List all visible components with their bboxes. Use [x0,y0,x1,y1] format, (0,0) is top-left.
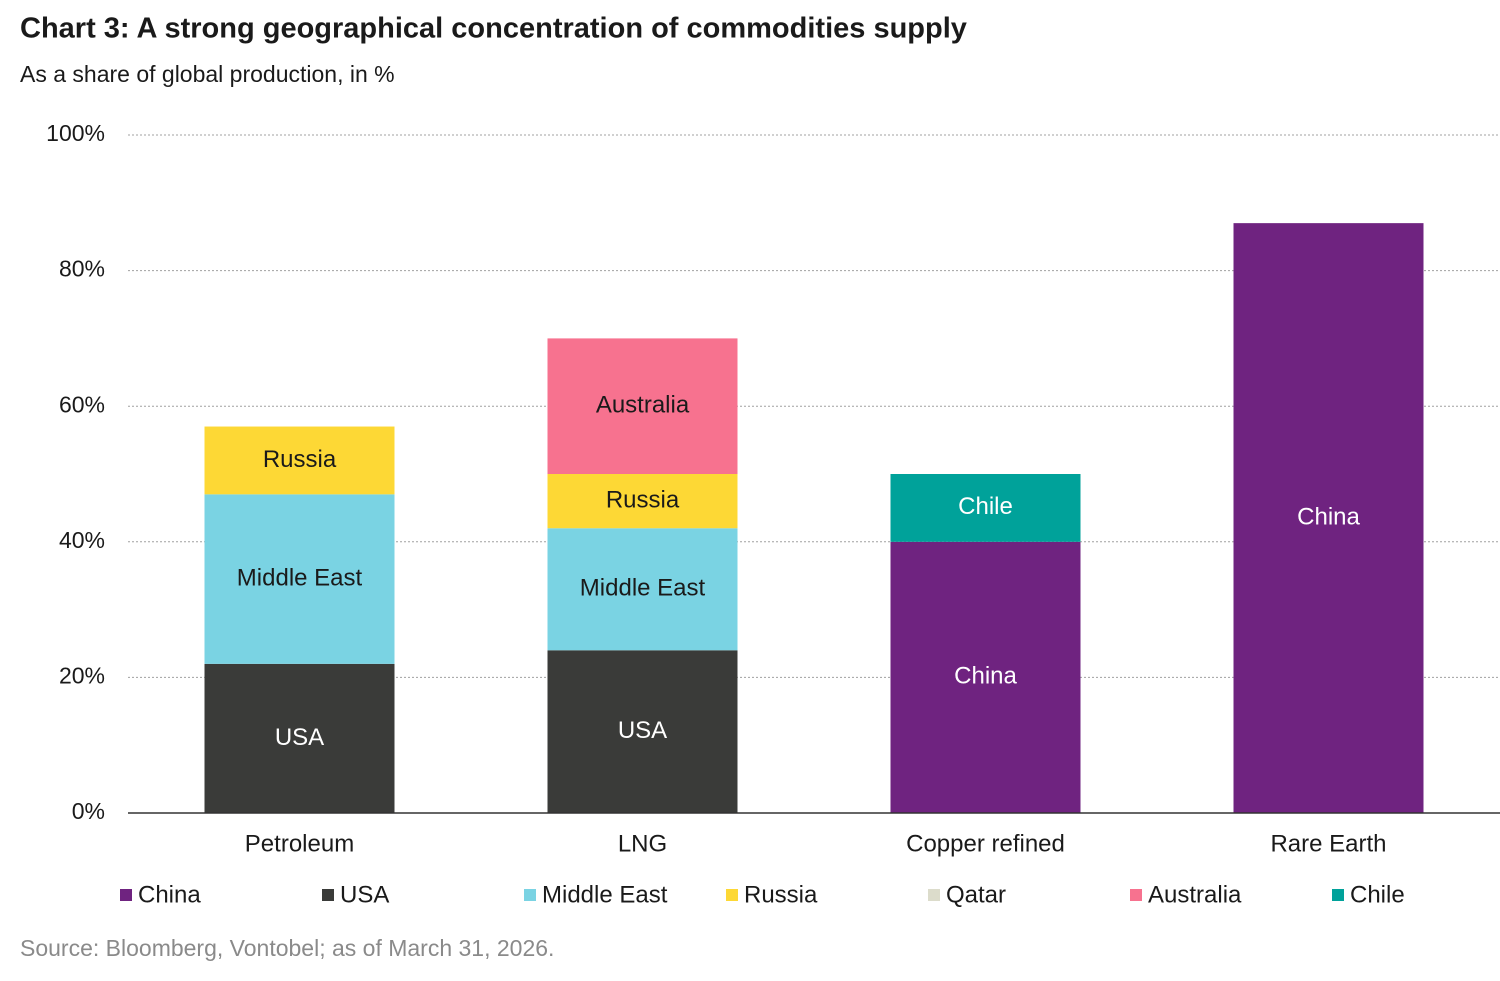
x-tick-label: Rare Earth [1270,830,1386,857]
legend-swatch [524,889,536,901]
segment-label: USA [618,717,667,744]
x-tick-label: Copper refined [906,830,1065,857]
segment-label: Middle East [237,564,363,591]
bar-segment [204,426,395,495]
bar-segment [547,474,738,529]
segment-label: China [954,663,1017,690]
bar-segment [890,474,1081,542]
bar-segment [204,494,395,664]
segment-label: Australia [596,392,690,419]
legend-label: Australia [1148,881,1242,908]
legend-swatch [120,889,132,901]
y-tick-label: 80% [59,256,105,282]
segment-label: Middle East [580,575,706,602]
legend-swatch [726,889,738,901]
chart-subtitle: As a share of global production, in % [20,61,395,87]
segment-label: Russia [606,486,680,513]
bar-segment [547,338,738,474]
legend-label: Russia [744,881,818,908]
source-note: Source: Bloomberg, Vontobel; as of March… [20,935,554,961]
segment-label: Chile [958,493,1013,520]
bar-segment [204,663,395,813]
legend-label: Qatar [946,881,1006,908]
x-tick-label: LNG [618,830,667,857]
bar-segment [547,528,738,651]
legend-swatch [1332,889,1344,901]
bar-segment [547,650,738,813]
segment-label: USA [275,724,324,751]
chart-title: Chart 3: A strong geographical concentra… [20,13,967,45]
legend-label: USA [340,881,389,908]
segment-label: Russia [263,446,337,473]
y-tick-label: 60% [59,391,105,417]
y-tick-label: 0% [72,798,105,824]
legend-swatch [1130,889,1142,901]
bar-segment [1233,223,1424,813]
y-tick-label: 40% [59,527,105,553]
legend-label: Chile [1350,881,1405,908]
y-tick-label: 20% [59,662,105,688]
legend-label: China [138,881,201,908]
y-tick-label: 100% [46,120,105,146]
legend-swatch [928,889,940,901]
x-tick-label: Petroleum [245,830,354,857]
bar-segment [890,541,1081,813]
legend-swatch [322,889,334,901]
segment-label: China [1297,503,1360,530]
legend-label: Middle East [542,881,668,908]
